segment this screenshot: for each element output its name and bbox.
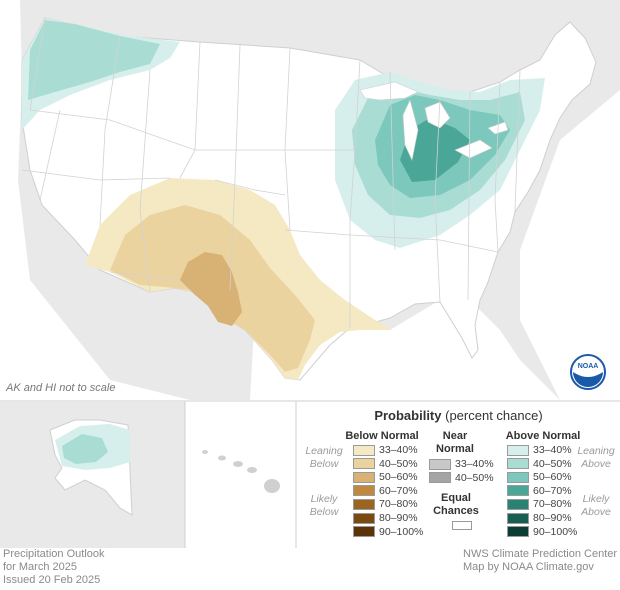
above-normal-label: 60–70% [533, 484, 572, 497]
hawaii-islands [202, 450, 280, 493]
below-normal-label: 80–90% [379, 512, 418, 524]
svg-text:NOAA: NOAA [578, 363, 599, 370]
legend: Probability (percent chance) Below Norma… [297, 400, 620, 550]
below-normal-swatch [353, 471, 375, 483]
below-normal-row: 40–50% [353, 458, 418, 470]
footer-left: Precipitation Outlook for March 2025 Iss… [3, 548, 105, 586]
below-normal-label: 33–40% [379, 444, 418, 456]
above-normal-label: 90–100% [533, 525, 578, 538]
below-normal-label: 50–60% [379, 471, 418, 484]
above-normal-label: 50–60% [533, 471, 572, 484]
equal-chances-label: Equal Chances [433, 492, 479, 517]
below-normal-row: 33–40% [353, 444, 418, 456]
near-normal-row: 33–40% [429, 458, 494, 470]
below-normal-row: 70–80% [353, 498, 418, 510]
near-normal-label: 33–40% [455, 458, 494, 470]
likely-above-label: Likely Above [581, 493, 611, 518]
atlantic-ocean [520, 90, 620, 400]
below-normal-header: Below Normal [345, 430, 419, 442]
above-normal-row: 80–90% [507, 512, 572, 524]
above-normal-swatch [507, 485, 529, 497]
near-normal-row: 40–50% [429, 472, 494, 484]
above-normal-row: 60–70% [507, 485, 572, 497]
above-normal-swatch [507, 498, 529, 510]
above-normal-row: 33–40% [507, 444, 572, 456]
state-boundaries [21, 17, 521, 328]
below-normal-row: 60–70% [353, 485, 418, 497]
below-normal-row: 80–90% [353, 512, 418, 524]
above-normal-row: 40–50% [507, 458, 572, 470]
below-normal-swatch [353, 512, 375, 524]
above-normal-label: 80–90% [533, 512, 572, 524]
equal-chances-swatch [452, 521, 472, 530]
below-normal-label: 40–50% [379, 457, 418, 470]
below-normal-label: 70–80% [379, 498, 418, 511]
below-normal-swatch [353, 498, 375, 510]
above-normal-label: 33–40% [533, 444, 572, 456]
hawaii-panel [186, 402, 296, 548]
pacific-ocean [0, 0, 190, 400]
above-normal-swatch [507, 458, 529, 470]
near-normal-swatch [429, 458, 451, 470]
above-normal-row: 70–80% [507, 498, 572, 510]
footer-right: NWS Climate Prediction Center Map by NOA… [463, 548, 618, 573]
above-normal-label: 40–50% [533, 457, 572, 470]
below-normal-row: 90–100% [353, 526, 423, 538]
below-normal-row: 50–60% [353, 471, 418, 483]
above-normal-row: 90–100% [507, 526, 577, 538]
below-normal-swatch [353, 485, 375, 497]
below-normal-label: 60–70% [379, 484, 418, 497]
legend-title: Probability (percent chance) [374, 408, 543, 423]
scale-note: AK and HI not to scale [6, 382, 116, 394]
near-normal-header: Near Normal [436, 430, 474, 455]
alaska-above-40-50 [62, 434, 108, 464]
below-normal-swatch [353, 458, 375, 470]
above-normal-swatch [507, 444, 529, 456]
above-normal-row: 50–60% [507, 471, 572, 483]
noaa-logo: NOAA [570, 354, 606, 390]
above-normal-swatch [507, 512, 529, 524]
likely-below-label: Likely Below [309, 493, 339, 518]
above-normal-swatch [507, 526, 529, 538]
near-normal-label: 40–50% [455, 471, 494, 484]
above-normal-swatch [507, 471, 529, 483]
below-normal-swatch [353, 526, 375, 538]
above-normal-40-50-nw [28, 20, 160, 100]
below-normal-label: 90–100% [379, 525, 424, 538]
below-normal-50-60 [180, 252, 242, 326]
below-normal-swatch [353, 444, 375, 456]
leaning-below-label: Leaning Below [305, 445, 343, 470]
near-normal-swatch [429, 472, 451, 484]
above-normal-label: 70–80% [533, 498, 572, 511]
leaning-above-label: Leaning Above [577, 445, 615, 470]
great-lakes [359, 81, 509, 161]
above-normal-header: Above Normal [505, 430, 581, 442]
